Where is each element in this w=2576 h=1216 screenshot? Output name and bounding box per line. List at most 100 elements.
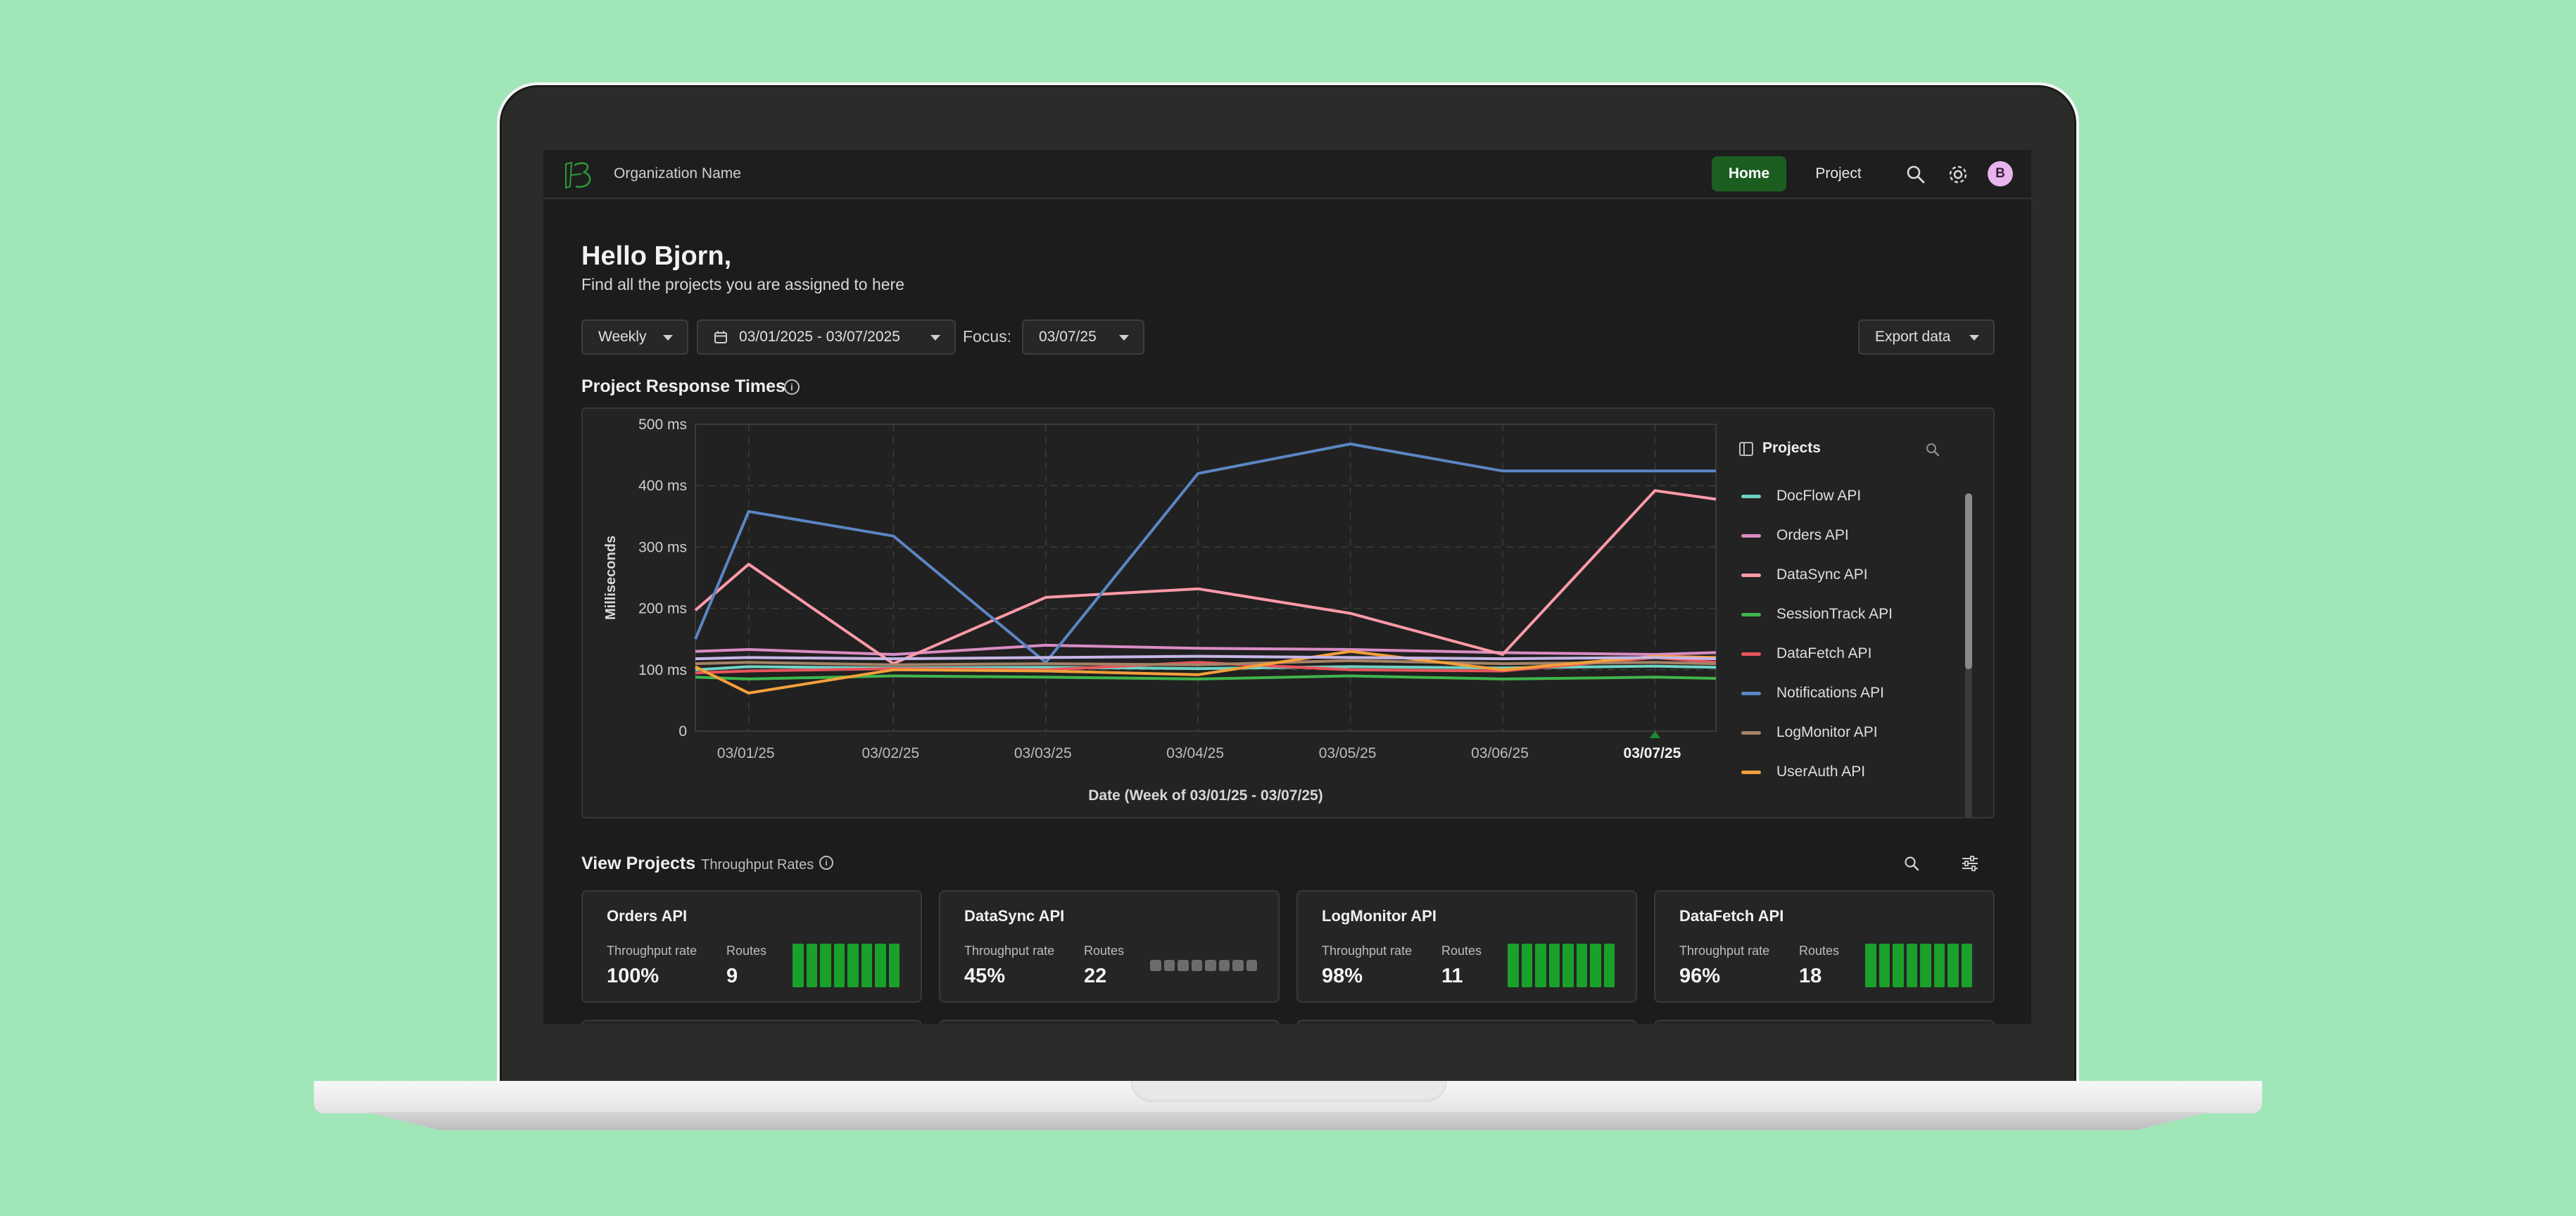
organization-logo-icon[interactable] [563,158,597,192]
response-times-line-chart: 03/01/25 03/02/25 03/03/25 03/04/25 03/05/25… [603,417,1717,804]
y-tick-label: 300 ms [638,539,687,555]
laptop-base-edge [366,1112,2210,1130]
throughput-bar-empty [1177,960,1189,971]
nav-home-button[interactable]: Home [1712,156,1786,191]
project-card[interactable]: DataFetch API Throughput rate 96% Routes… [1654,890,1995,1003]
throughput-bar-filled [1893,944,1904,987]
y-tick-label: 500 ms [638,417,687,433]
legend-item[interactable]: DocFlow API [1734,476,1945,516]
throughput-bar-filled [820,944,831,987]
nav-project-button[interactable]: Project [1815,165,1862,182]
date-range-picker[interactable]: 03/01/2025 - 03/07/2025 [697,319,956,355]
view-projects-label: View Projects [581,854,696,873]
projects-search-icon[interactable] [1903,855,1920,872]
legend-swatch [1741,691,1761,695]
throughput-bar-filled [1961,944,1972,987]
x-tick-label: 03/06/25 [1471,745,1529,761]
project-name: Orders API [607,907,688,925]
throughput-bar-filled [1920,944,1931,987]
calendar-icon [714,331,727,343]
routes-value: 9 [726,965,738,987]
legend-swatch [1741,770,1761,774]
series-line-userauth-api [695,650,1717,695]
legend-search-icon[interactable] [1924,441,1941,458]
throughput-label: Throughput rate [964,944,1055,958]
throughput-bar-empty [1218,960,1230,971]
export-data-button[interactable]: Export data [1858,319,1995,355]
chart-legend: Projects DocFlow API Orders API DataSync A… [1734,423,1974,818]
legend-item[interactable]: Orders API [1734,516,1945,555]
throughput-label: Throughput rate [1679,944,1770,958]
legend-list[interactable]: DocFlow API Orders API DataSync API Session… [1734,476,1945,800]
legend-label: SessionTrack API [1776,606,1893,622]
greeting-title: Hello Bjorn, [581,241,732,271]
throughput-bar-filled [793,944,804,987]
throughput-value: 45% [964,965,1006,987]
y-tick-label: 400 ms [638,478,687,494]
series-line-insights-api [695,654,1717,661]
search-icon[interactable] [1905,163,1927,186]
info-icon[interactable]: i [819,856,833,870]
interval-value: Weekly [598,329,647,345]
throughput-bar-filled [1933,944,1945,987]
project-card[interactable]: DataSync API Throughput rate 45% Routes … [939,890,1280,1003]
legend-label: LogMonitor API [1776,724,1878,740]
throughput-bars [793,944,899,987]
interval-dropdown[interactable]: Weekly [581,319,688,355]
throughput-bars [1865,944,1972,987]
series-line-datasync-api [694,489,1717,666]
organization-name[interactable]: Organization Name [614,165,741,182]
user-avatar[interactable]: B [1988,161,2013,186]
throughput-bar-filled [1562,944,1574,987]
throughput-label: Throughput rate [1322,944,1413,958]
export-data-label: Export data [1875,329,1951,345]
focus-marker-icon [1649,731,1661,738]
focus-label: Focus: [963,327,1012,346]
legend-item[interactable]: Insights API [1734,792,1945,800]
routes-label: Routes [726,944,767,958]
legend-scrollbar-thumb[interactable] [1965,493,1972,669]
date-range-value: 03/01/2025 - 03/07/2025 [739,329,900,345]
throughput-bar-filled [1947,944,1959,987]
filter-sliders-icon[interactable] [1961,855,1979,872]
legend-item[interactable]: SessionTrack API [1734,595,1945,634]
throughput-rates-label: Throughput Rates [701,857,814,873]
legend-label: DataSync API [1776,566,1868,583]
throughput-bars [1508,944,1615,987]
project-card[interactable]: Orders API Throughput rate 100% Routes 9 [581,890,922,1003]
legend-item[interactable]: DataSync API [1734,555,1945,595]
series-line-notifications-api [694,442,1716,664]
focus-date-dropdown[interactable]: 03/07/25 [1022,319,1144,355]
legend-scrollbar-track[interactable] [1965,493,1972,818]
throughput-bar-filled [1535,944,1546,987]
info-icon[interactable]: i [784,379,800,395]
throughput-bar-empty [1163,960,1175,971]
throughput-bar-filled [1906,944,1917,987]
project-name: DataFetch API [1679,907,1784,925]
legend-item[interactable]: DataFetch API [1734,634,1945,673]
legend-item[interactable]: UserAuth API [1734,752,1945,792]
x-axis-label: Date (Week of 03/01/25 - 03/07/25) [1088,787,1322,804]
legend-item[interactable]: LogMonitor API [1734,713,1945,752]
project-card-partial[interactable] [939,1020,1280,1024]
x-tick-label: 03/07/25 [1624,745,1681,761]
legend-label: Notifications API [1776,685,1884,701]
routes-value: 11 [1441,965,1463,987]
top-navigation-bar: Organization Name Home Project B [543,150,2031,199]
sidebar-panel-icon[interactable] [1738,441,1754,457]
legend-swatch [1741,612,1761,616]
project-card-partial[interactable] [1654,1020,1995,1024]
x-tick-label: 03/04/25 [1166,745,1224,761]
series-line-sessiontrack-api [695,674,1717,680]
throughput-bars [1150,944,1257,987]
gear-icon[interactable] [1947,163,1969,186]
project-card-partial[interactable] [1296,1020,1637,1024]
legend-swatch [1741,730,1761,735]
throughput-bar-filled [1865,944,1876,987]
throughput-bar-empty [1150,960,1161,971]
response-times-title: Project Response Times [581,376,785,396]
project-card[interactable]: LogMonitor API Throughput rate 98% Route… [1296,890,1637,1003]
project-card-partial[interactable] [581,1020,922,1024]
routes-value: 22 [1084,965,1107,987]
legend-item[interactable]: Notifications API [1734,673,1945,713]
